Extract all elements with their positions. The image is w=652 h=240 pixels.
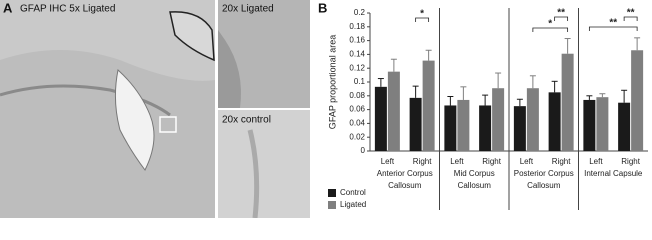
figure: A GFAP IHC 5x Ligated 20x Ligated 20x co… xyxy=(0,0,648,218)
image-title: 20x Ligated xyxy=(222,4,274,15)
x-tick-label: Left xyxy=(450,157,464,166)
x-tick-label: Right xyxy=(482,157,501,166)
y-tick-label: 0.04 xyxy=(349,119,365,128)
group-label: Anterior Corpus xyxy=(377,169,433,178)
bar xyxy=(561,53,574,151)
y-tick-label: 0.16 xyxy=(349,36,365,45)
y-tick-label: 0 xyxy=(361,146,366,155)
group-label: Callosum xyxy=(458,181,492,190)
bar xyxy=(513,106,526,151)
y-tick-label: 0.12 xyxy=(349,63,365,72)
tract xyxy=(0,84,171,117)
image-title: 20x control xyxy=(222,115,271,126)
significance-label: * xyxy=(420,9,424,20)
contour xyxy=(169,11,215,62)
y-tick-label: 0.18 xyxy=(349,22,365,31)
significance-bracket xyxy=(554,16,569,21)
group-label: Mid Corpus xyxy=(454,169,495,178)
ventricle xyxy=(114,69,155,171)
inset-texture xyxy=(218,30,241,108)
tissue xyxy=(0,50,215,218)
y-tick-label: 0.14 xyxy=(349,50,365,59)
y-tick-label: 0.02 xyxy=(349,132,365,141)
bar xyxy=(409,97,422,151)
legend-label: Ligated xyxy=(340,200,366,209)
image-title: GFAP IHC 5x Ligated xyxy=(20,4,115,15)
y-tick-label: 0.08 xyxy=(349,91,365,100)
x-tick-label: Left xyxy=(520,157,534,166)
y-tick-label: 0.2 xyxy=(354,8,366,17)
bar xyxy=(631,50,644,152)
significance-bracket xyxy=(415,17,430,22)
bar xyxy=(583,99,596,151)
bar xyxy=(457,99,470,151)
x-tick-label: Right xyxy=(552,157,571,166)
bar xyxy=(526,88,539,151)
legend-swatch xyxy=(328,189,336,197)
x-tick-label: Right xyxy=(621,157,640,166)
significance-bracket xyxy=(532,27,569,32)
y-axis-label: GFAP proportional area xyxy=(327,35,337,129)
significance-label: ** xyxy=(557,8,565,19)
bar xyxy=(618,102,631,151)
group-label: Callosum xyxy=(527,181,561,190)
group-label: Internal Capsule xyxy=(584,169,643,178)
bar xyxy=(596,97,609,151)
significance-label: * xyxy=(548,19,552,30)
inset-box xyxy=(159,116,177,133)
group-label: Posterior Corpus xyxy=(514,169,574,178)
significance-label: ** xyxy=(627,8,635,19)
bar xyxy=(444,105,457,151)
y-tick-label: 0.1 xyxy=(354,77,366,86)
significance-bracket xyxy=(623,16,638,21)
panel-label: B xyxy=(318,0,327,15)
legend-swatch xyxy=(328,201,336,209)
significance-label: ** xyxy=(609,18,617,29)
x-tick-label: Left xyxy=(589,157,603,166)
inset-texture xyxy=(247,129,260,218)
group-label: Callosum xyxy=(388,181,422,190)
bar xyxy=(479,105,492,151)
panel-a: A GFAP IHC 5x Ligated 20x Ligated 20x co… xyxy=(0,0,310,218)
bar xyxy=(492,88,505,151)
bar xyxy=(374,86,387,151)
bar xyxy=(387,71,400,151)
y-tick-label: 0.06 xyxy=(349,105,365,114)
legend-label: Control xyxy=(340,188,366,197)
significance-bracket xyxy=(588,26,638,31)
bar xyxy=(548,92,561,151)
panel-label: A xyxy=(3,0,13,15)
x-tick-label: Right xyxy=(413,157,432,166)
x-tick-label: Left xyxy=(381,157,395,166)
inset-bottom-image xyxy=(218,110,310,218)
bar xyxy=(422,60,435,151)
